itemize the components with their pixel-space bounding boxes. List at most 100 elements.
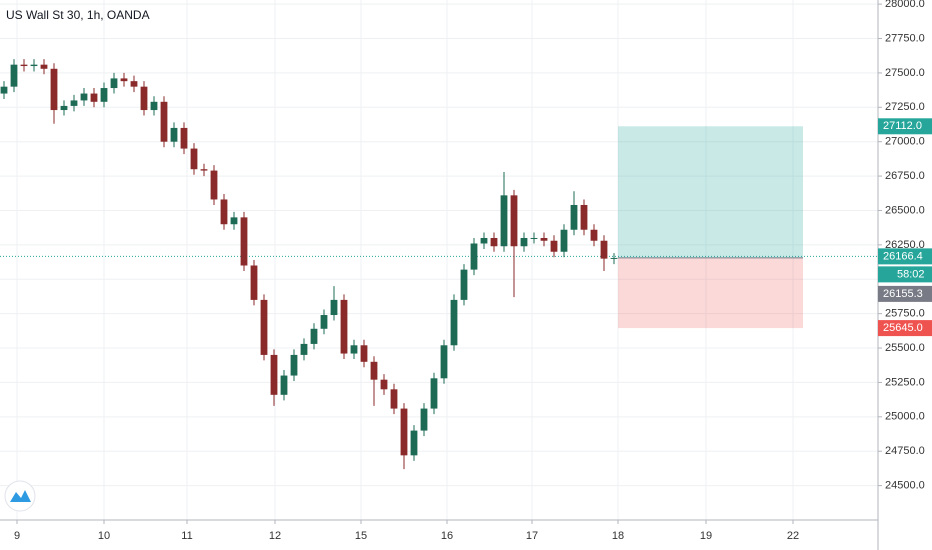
candle-body — [210, 170, 218, 200]
candle-body — [410, 430, 418, 456]
logo-icon[interactable] — [10, 490, 31, 502]
x-tick-label: 12 — [269, 530, 281, 542]
candle-body — [10, 64, 18, 87]
countdown: 58:02 — [897, 268, 925, 280]
candle-body — [480, 237, 488, 244]
y-tick-label: 25250.0 — [885, 376, 925, 388]
y-tick-label: 24750.0 — [885, 445, 925, 457]
candle-body — [70, 100, 78, 106]
x-tick-label: 10 — [98, 530, 110, 542]
candle-body — [170, 127, 178, 142]
candle-body — [0, 86, 8, 94]
candle-body — [230, 217, 238, 225]
candle-body — [290, 354, 298, 376]
y-tick-label: 25000.0 — [885, 411, 925, 423]
candle-body — [80, 93, 88, 101]
candle-body — [430, 378, 438, 409]
last-price-label-bg — [878, 248, 932, 265]
candle-body — [60, 105, 68, 111]
candle-body — [370, 361, 378, 380]
candle-body — [380, 379, 388, 390]
candle-body — [260, 299, 268, 355]
labels: 24500.0 24750.0 25000.0 25250.0 25500.0 25750… — [14, 0, 932, 542]
candle-body — [510, 195, 518, 247]
candle-body — [180, 127, 188, 149]
stop-label-bg — [878, 320, 932, 337]
candle-body — [570, 204, 578, 230]
y-tick-label: 26500.0 — [885, 204, 925, 216]
candle-body — [560, 229, 568, 252]
y-tick-label: 27250.0 — [885, 101, 925, 113]
x-tick-label: 18 — [612, 530, 624, 542]
last-price-label: 26166.4 — [883, 250, 923, 262]
candle-body — [310, 328, 318, 344]
x-tick-label: 15 — [355, 530, 367, 542]
y-tick-label: 27500.0 — [885, 67, 925, 79]
stop-label: 25645.0 — [883, 322, 923, 334]
candle-body — [320, 315, 328, 329]
candle-body — [200, 169, 208, 171]
candle-body — [240, 217, 248, 266]
y-tick-label: 25500.0 — [885, 342, 925, 354]
candle-body — [400, 408, 408, 456]
candle-body — [30, 64, 38, 67]
candle-body — [590, 229, 598, 241]
candle-body — [160, 101, 168, 142]
candle-body — [280, 375, 288, 395]
candle-body — [440, 345, 448, 379]
candle-body — [460, 269, 468, 300]
target-label: 27112.0 — [883, 120, 922, 132]
candle-body — [530, 237, 538, 239]
y-tick-label: 24500.0 — [885, 480, 925, 492]
candle-body — [450, 299, 458, 346]
x-tick-label: 17 — [526, 530, 538, 542]
candle-body — [490, 237, 498, 247]
candle-body — [520, 237, 528, 247]
x-tick-label: 11 — [181, 530, 192, 542]
grid — [0, 0, 882, 524]
candle-body — [110, 78, 118, 89]
y-tick-label: 28000.0 — [885, 0, 925, 10]
candle-body — [580, 204, 588, 230]
entry-label: 26155.3 — [883, 288, 923, 300]
y-tick-label: 26250.0 — [885, 239, 925, 251]
candle-body — [50, 68, 58, 111]
candle-body — [140, 86, 148, 111]
candle-body — [390, 389, 398, 409]
candle-body — [20, 64, 28, 67]
candle-body — [270, 354, 278, 395]
candle-body — [90, 93, 98, 102]
y-tick-label: 25750.0 — [885, 308, 925, 320]
candle-body — [220, 199, 228, 225]
logo-circle[interactable] — [4, 480, 36, 512]
candle-body — [610, 257, 618, 259]
candle-body — [330, 299, 338, 316]
candle-body — [250, 265, 258, 300]
candle-body — [340, 299, 348, 354]
x-tick-label: 19 — [700, 530, 712, 542]
profit-zone — [618, 126, 803, 258]
candle-body — [540, 237, 548, 241]
x-tick-label: 16 — [441, 530, 453, 542]
y-tick-label: 27750.0 — [885, 32, 925, 44]
logo[interactable] — [4, 480, 36, 512]
candle-body — [500, 195, 508, 247]
candle-body — [130, 81, 138, 87]
y-tick-label: 26750.0 — [885, 170, 925, 182]
candle-body — [350, 345, 358, 354]
candle-body — [300, 343, 308, 355]
x-tick-label: 22 — [787, 530, 799, 542]
loss-zone — [618, 257, 803, 329]
candle-body — [420, 408, 428, 431]
chart-title: US Wall St 30, 1h, OANDA — [6, 8, 150, 22]
candle-body — [100, 88, 108, 102]
entry-label-bg — [878, 285, 932, 302]
candle-body — [40, 64, 48, 69]
x-tick-label: 9 — [14, 530, 20, 542]
candle-body — [150, 101, 158, 111]
countdown-bg — [878, 266, 932, 283]
y-tick-label: 27000.0 — [885, 136, 925, 148]
candle-body — [600, 240, 608, 259]
candle-body — [360, 345, 368, 362]
